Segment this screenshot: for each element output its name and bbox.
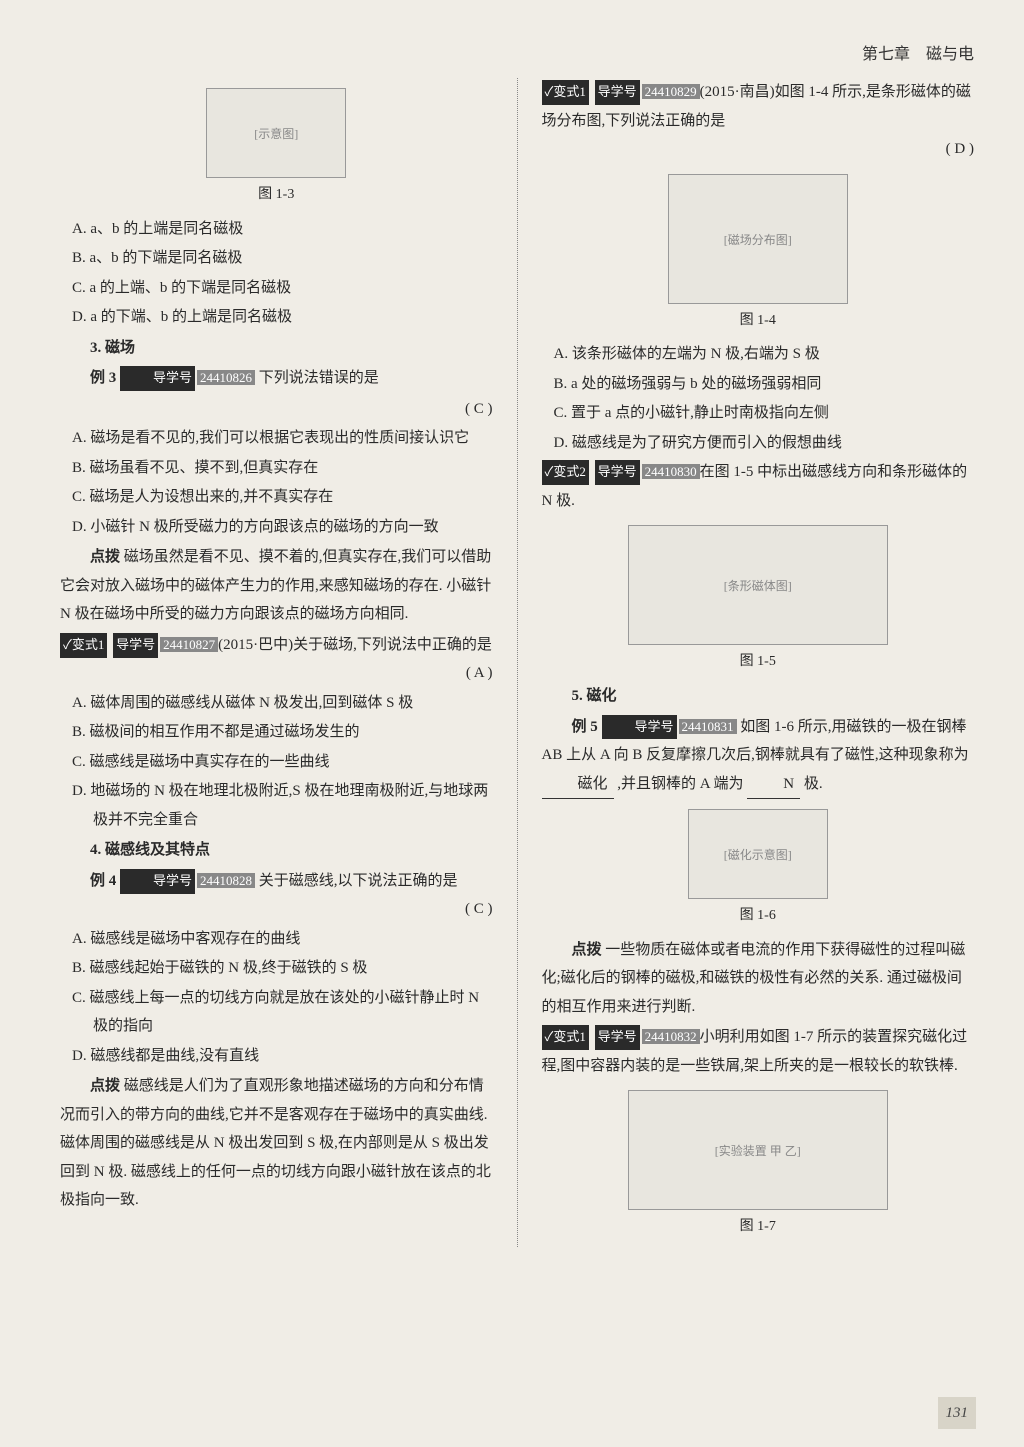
study-badge: 导学号 [120,869,195,894]
ex4-option-b: B. 磁感线起始于磁铁的 N 极,终于磁铁的 S 极 [60,954,493,983]
tip-3-text: 磁场虽然是看不见、摸不着的,但真实存在,我们可以借助它会对放入磁场中的磁体产生力… [60,549,491,622]
tip-3: 点拨 磁场虽然是看不见、摸不着的,但真实存在,我们可以借助它会对放入磁场中的磁体… [60,543,493,629]
tip-4-text: 磁感线是人们为了直观形象地描述磁场的方向和分布情况而引入的带方向的曲线,它并不是… [60,1078,491,1208]
study-number: 24410831 [679,719,737,734]
example-3-label: 例 3 [90,370,116,386]
variant-badge: ✓变式1 [60,633,107,658]
example-3-answer: ( C ) [465,395,493,424]
figure-1-3-caption: 图 1-3 [60,182,493,209]
example-3-text: 下列说法错误的是 [259,370,379,386]
variant-4-1-stem: ✓变式1 导学号24410829(2015·南昌)如图 1-4 所示,是条形磁体… [542,78,975,135]
study-number: 24410827 [160,637,218,652]
var4-1-option-c: C. 置于 a 点的小磁针,静止时南极指向左侧 [542,399,975,428]
study-number: 24410830 [642,464,700,479]
example-4-answer: ( C ) [435,895,493,924]
tip-5-label: 点拨 [572,942,602,958]
figure-1-6-image: [磁化示意图] [688,809,828,899]
variant-3-1-answer: ( A ) [466,659,493,688]
variant-5-1-stem: ✓变式1 导学号24410832小明利用如图 1-7 所示的装置探究磁化过程,图… [542,1023,975,1080]
section-3-title: 3. 磁场 [60,334,493,363]
study-number: 24410832 [642,1029,700,1044]
example-5-stem: 例 5 导学号24410831 如图 1-6 所示,用磁铁的一极在钢棒 AB 上… [542,713,975,800]
example-4-text: 关于磁感线,以下说法正确的是 [259,873,458,889]
figure-1-4: [磁场分布图] [542,174,975,304]
study-badge: 导学号 [120,366,195,391]
q2-option-b: B. a、b 的下端是同名磁极 [60,244,493,273]
right-column: ✓变式1 导学号24410829(2015·南昌)如图 1-4 所示,是条形磁体… [542,78,975,1246]
figure-1-6: [磁化示意图] [542,809,975,899]
ex3-option-c: C. 磁场是人为设想出来的,并不真实存在 [60,483,493,512]
example-5-text-2: ,并且钢棒的 A 端为 [617,776,743,792]
left-column: [示意图] 图 1-3 A. a、b 的上端是同名磁极 B. a、b 的下端是同… [60,78,493,1246]
example-4-label: 例 4 [90,873,116,889]
ex4-option-c: C. 磁感线上每一点的切线方向就是放在该处的小磁针静止时 N 极的指向 [60,984,493,1041]
figure-1-7-image: [实验装置 甲 乙] [628,1090,888,1210]
var3-1-option-a: A. 磁体周围的磁感线从磁体 N 极发出,回到磁体 S 极 [60,689,493,718]
example-5-label: 例 5 [572,719,598,735]
column-divider [517,78,518,1246]
var4-1-option-a: A. 该条形磁体的左端为 N 极,右端为 S 极 [542,340,975,369]
variant-3-1-src: (2015·巴中) [218,637,293,653]
q2-option-c: C. a 的上端、b 的下端是同名磁极 [60,274,493,303]
section-4-title: 4. 磁感线及其特点 [60,836,493,865]
example-5-text-3: 极. [804,776,823,792]
example-4-stem: 例 4 导学号24410828 关于磁感线,以下说法正确的是 ( C ) [60,867,493,896]
figure-1-7: [实验装置 甲 乙] [542,1090,975,1210]
var4-1-option-d: D. 磁感线是为了研究方便而引入的假想曲线 [542,429,975,458]
figure-1-5-image: [条形磁体图] [628,525,888,645]
figure-1-3: [示意图] [60,88,493,178]
ex4-option-d: D. 磁感线都是曲线,没有直线 [60,1042,493,1071]
study-number: 24410828 [197,873,255,888]
figure-1-5: [条形磁体图] [542,525,975,645]
tip-5-text: 一些物质在磁体或者电流的作用下获得磁性的过程叫磁化;磁化后的钢棒的磁极,和磁铁的… [542,942,966,1015]
example-5-blank-2: N [747,770,800,800]
figure-1-4-caption: 图 1-4 [542,308,975,335]
content-columns: [示意图] 图 1-3 A. a、b 的上端是同名磁极 B. a、b 的下端是同… [60,78,974,1246]
ex4-option-a: A. 磁感线是磁场中客观存在的曲线 [60,925,493,954]
example-3-stem: 例 3 导学号24410826 下列说法错误的是 [60,364,493,393]
page-number: 131 [938,1397,977,1430]
q2-option-a: A. a、b 的上端是同名磁极 [60,215,493,244]
tip-4-label: 点拨 [90,1078,120,1094]
section-5-title: 5. 磁化 [542,682,975,711]
study-number: 24410826 [197,370,255,385]
variant-badge: ✓变式1 [542,1025,589,1050]
variant-3-1-text: 关于磁场,下列说法中正确的是 [293,637,492,653]
q2-option-d: D. a 的下端、b 的上端是同名磁极 [60,303,493,332]
study-badge: 导学号 [595,460,640,485]
study-badge: 导学号 [595,1025,640,1050]
figure-1-5-caption: 图 1-5 [542,649,975,676]
study-badge: 导学号 [113,633,158,658]
var3-1-option-d: D. 地磁场的 N 极在地理北极附近,S 极在地理南极附近,与地球两极并不完全重… [60,777,493,834]
ex3-option-a: A. 磁场是看不见的,我们可以根据它表现出的性质间接认识它 [60,424,493,453]
var4-1-option-b: B. a 处的磁场强弱与 b 处的磁场强弱相同 [542,370,975,399]
variant-badge: ✓变式1 [542,80,589,105]
study-badge: 导学号 [602,715,677,740]
chapter-header: 第七章 磁与电 [60,40,974,70]
variant-4-2-stem: ✓变式2 导学号24410830在图 1-5 中标出磁感线方向和条形磁体的 N … [542,458,975,515]
variant-4-1-answer: ( D ) [946,135,974,164]
variant-4-1-src: (2015·南昌) [700,84,775,100]
tip-5: 点拨 一些物质在磁体或者电流的作用下获得磁性的过程叫磁化;磁化后的钢棒的磁极,和… [542,936,975,1022]
figure-1-3-image: [示意图] [206,88,346,178]
tip-3-label: 点拨 [90,549,120,565]
variant-badge: ✓变式2 [542,460,589,485]
figure-1-7-caption: 图 1-7 [542,1214,975,1241]
study-number: 24410829 [642,84,700,99]
variant-3-1-stem: ✓变式1 导学号24410827(2015·巴中)关于磁场,下列说法中正确的是 … [60,631,493,660]
ex3-option-b: B. 磁场虽看不见、摸不到,但真实存在 [60,454,493,483]
var3-1-option-b: B. 磁极间的相互作用不都是通过磁场发生的 [60,718,493,747]
example-5-blank-1: 磁化 [542,770,614,800]
tip-4: 点拨 磁感线是人们为了直观形象地描述磁场的方向和分布情况而引入的带方向的曲线,它… [60,1072,493,1215]
figure-1-6-caption: 图 1-6 [542,903,975,930]
study-badge: 导学号 [595,80,640,105]
var3-1-option-c: C. 磁感线是磁场中真实存在的一些曲线 [60,748,493,777]
figure-1-4-image: [磁场分布图] [668,174,848,304]
ex3-option-d: D. 小磁针 N 极所受磁力的方向跟该点的磁场的方向一致 [60,513,493,542]
